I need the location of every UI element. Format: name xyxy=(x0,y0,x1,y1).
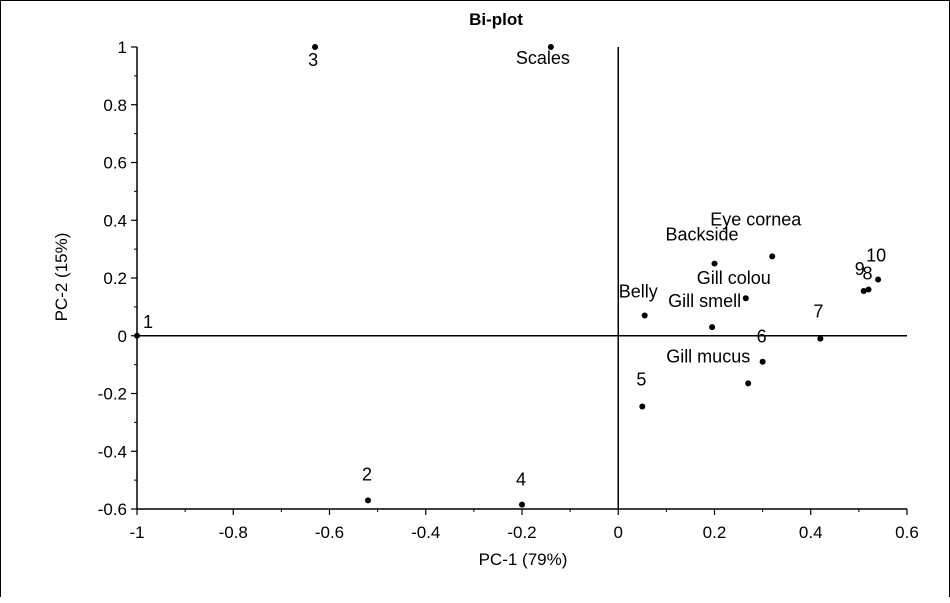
observation-label: 5 xyxy=(636,369,646,389)
y-axis-label: PC-2 (15%) xyxy=(52,233,71,322)
observation-point-2 xyxy=(365,497,371,504)
observation-label: 2 xyxy=(362,464,372,484)
variable-label: Scales xyxy=(516,48,570,68)
tick-labels: -1 -0.8 -0.6 -0.4 -0.2 0 0.2 0.4 0.6 -0.6 -0.4 -0.2… xyxy=(98,38,919,542)
x-tick-label: 0.6 xyxy=(895,523,919,542)
variable-point-eye-cornea xyxy=(769,253,776,260)
x-tick-label: 0.2 xyxy=(703,523,727,542)
variable-point-belly xyxy=(641,312,648,319)
variable-point-scales xyxy=(547,44,554,50)
y-tick-label: -0.2 xyxy=(98,385,127,404)
variable-label: Eye cornea xyxy=(710,209,802,229)
y-tick-label: 0 xyxy=(118,327,127,346)
observation-label: 4 xyxy=(516,470,526,490)
variable-point-gill-colou xyxy=(742,295,749,302)
observation-label: 10 xyxy=(866,245,886,265)
observation-point-8 xyxy=(865,286,872,293)
y-tick-label: 0.2 xyxy=(103,269,127,288)
observation-point-5 xyxy=(639,403,646,410)
x-tick-label: -0.2 xyxy=(507,523,536,542)
variable-label: Gill mucus xyxy=(666,346,750,366)
x-tick-label: -0.4 xyxy=(411,523,440,542)
variable-label: Belly xyxy=(619,282,658,302)
observation-point-10 xyxy=(875,276,882,283)
x-tick-label: -0.8 xyxy=(219,523,248,542)
x-axis-label: PC-1 (79%) xyxy=(479,550,568,569)
y-tick-label: -0.6 xyxy=(98,500,127,519)
axes xyxy=(136,47,907,510)
observation-label: 9 xyxy=(855,259,865,279)
y-tick-label: 1 xyxy=(118,38,127,57)
observation-label: 7 xyxy=(813,302,823,322)
observation-point-7 xyxy=(817,335,824,342)
variable-label: Backside xyxy=(666,225,739,245)
y-tick-label: 0.8 xyxy=(103,96,127,115)
variable-label: Gill smell xyxy=(668,291,741,311)
y-tick-label: 0.4 xyxy=(103,211,127,230)
y-tick-label: 0.6 xyxy=(103,154,127,173)
variable-point-gill-mucus xyxy=(745,380,752,387)
variable-label: Gill colou xyxy=(697,268,771,288)
observation-point-4 xyxy=(519,501,525,508)
variable-point-gill-smell xyxy=(709,324,716,331)
y-tick-label: -0.4 xyxy=(98,442,127,461)
variable-point-backside xyxy=(711,260,718,267)
x-tick-label: -1 xyxy=(129,523,144,542)
observation-point-9 xyxy=(860,287,867,294)
observation-label: 8 xyxy=(863,264,873,284)
chart-title: Bi-plot xyxy=(469,10,523,29)
observation-point-3 xyxy=(312,44,319,50)
zero-lines xyxy=(137,47,907,509)
observation-label: 3 xyxy=(308,50,318,70)
observation-point-1 xyxy=(134,332,140,339)
x-tick-label: 0 xyxy=(614,523,623,542)
x-tick-label: -0.6 xyxy=(315,523,344,542)
observation-point-6 xyxy=(759,358,766,365)
observation-label: 1 xyxy=(143,312,153,332)
observation-label: 6 xyxy=(757,327,767,347)
x-tick-label: 0.4 xyxy=(799,523,823,542)
